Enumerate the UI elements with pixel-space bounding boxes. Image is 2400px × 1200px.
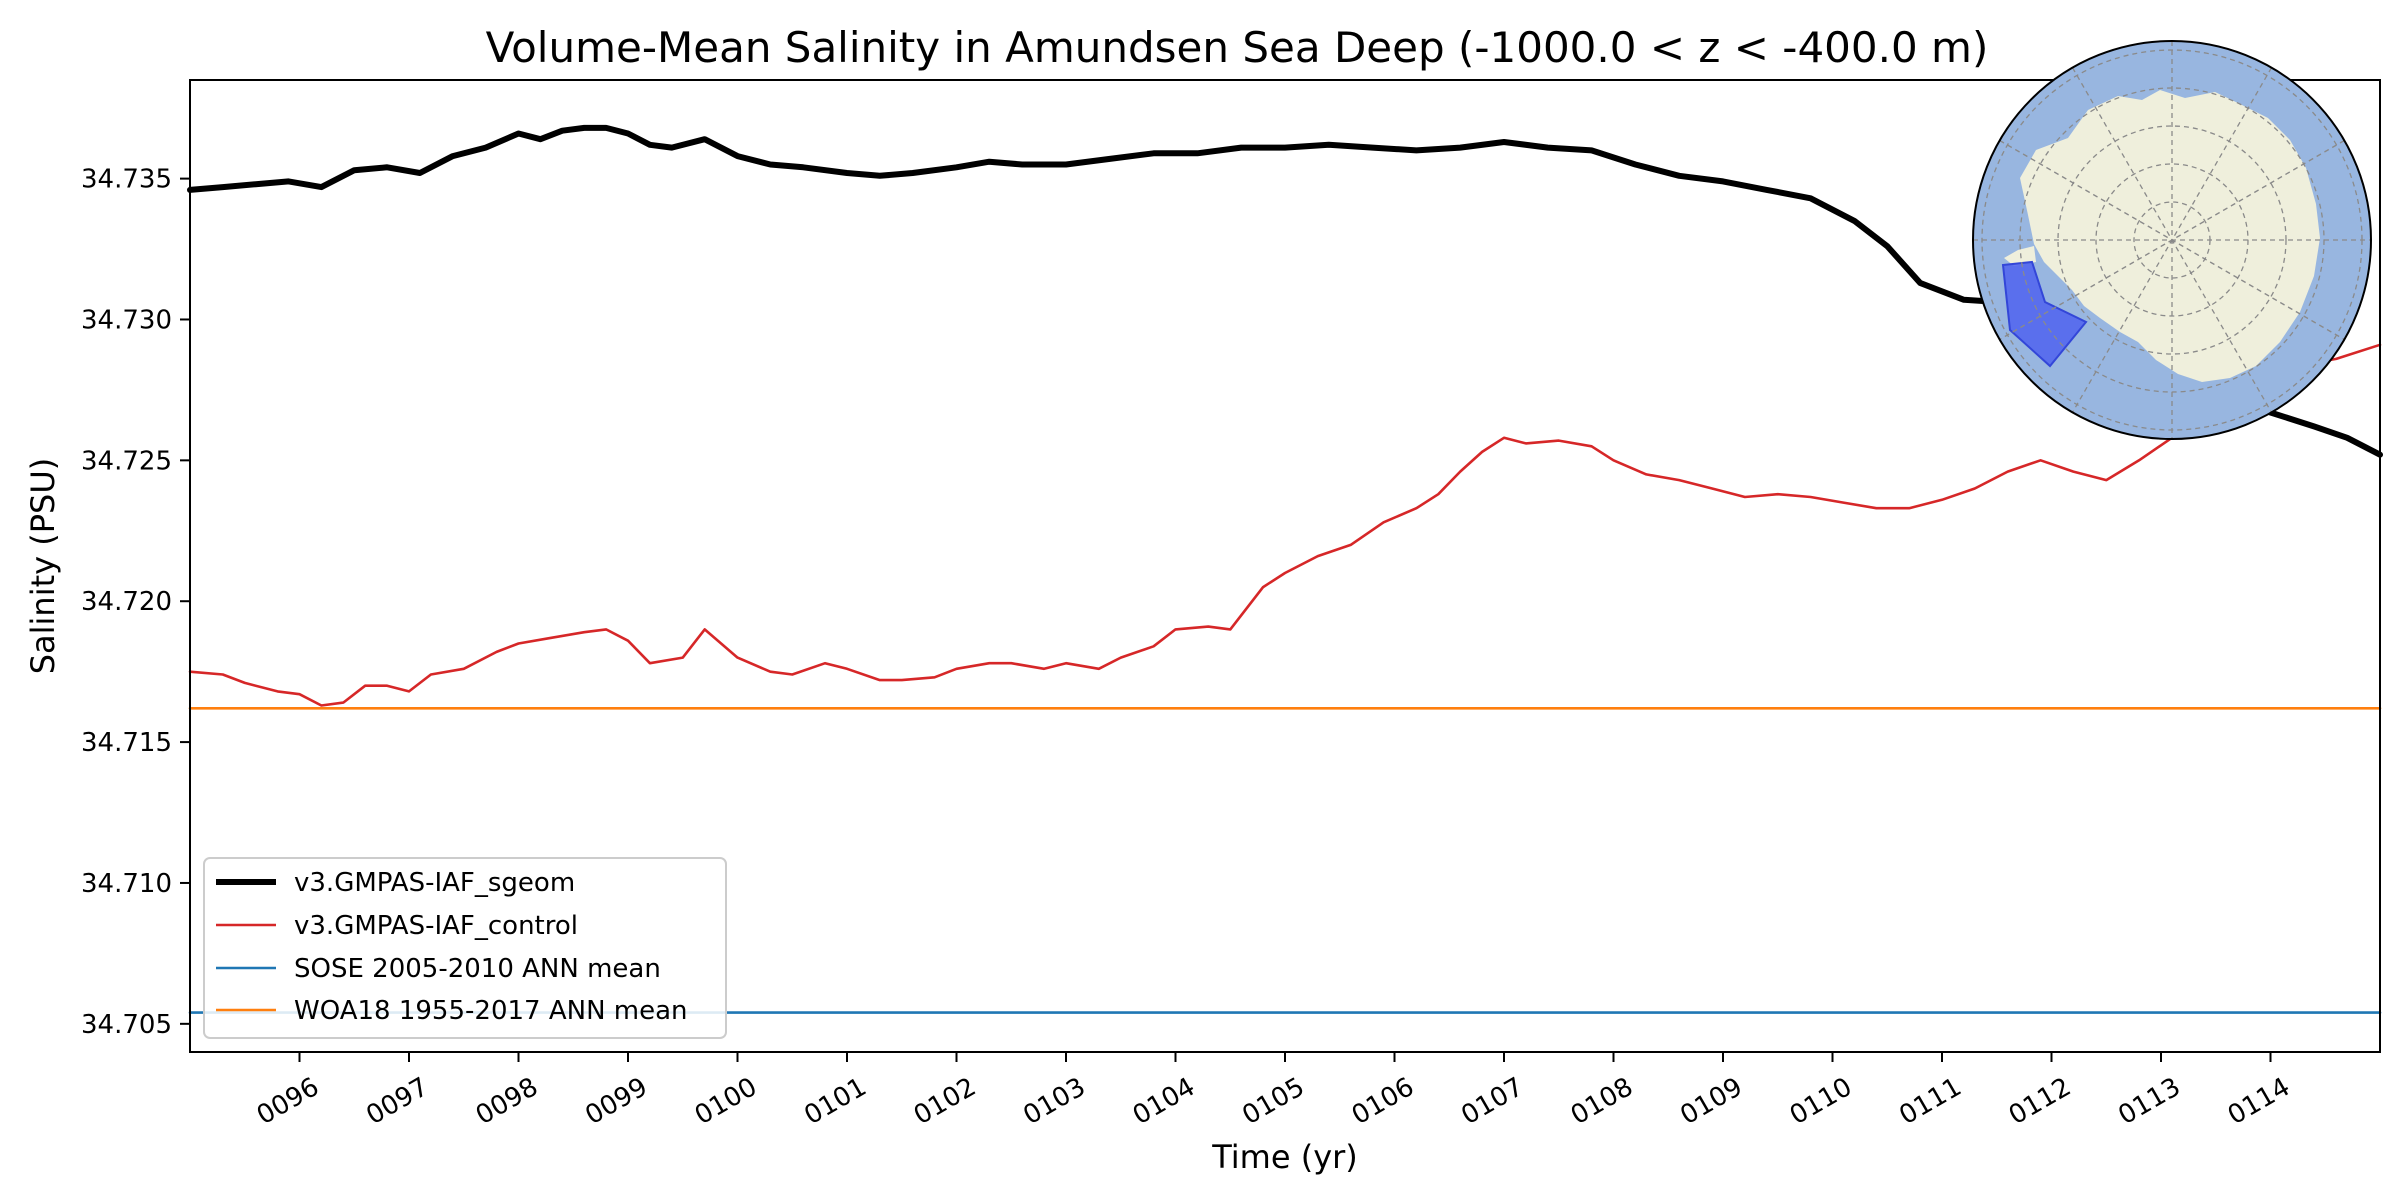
- x-tick-label: 0105: [1237, 1072, 1309, 1131]
- x-tick-label: 0108: [1566, 1072, 1638, 1131]
- x-tick-label: 0101: [799, 1072, 871, 1131]
- longitude-line: [1999, 139, 2345, 341]
- x-axis-label: Time (yr): [1211, 1138, 1358, 1176]
- y-tick-label: 34.710: [81, 869, 172, 899]
- series-line-0: [187, 124, 2383, 458]
- x-tick-label: 0107: [1456, 1072, 1528, 1131]
- x-tick-label: 0097: [361, 1072, 433, 1131]
- x-tick-label: 0103: [1018, 1072, 1090, 1131]
- globe-outline: [1972, 40, 2372, 440]
- x-axis: 0096 0097 0098 0099 0100 0101 0102 0103 0104 0105…: [252, 1052, 2295, 1131]
- y-tick-label: 34.705: [81, 1010, 172, 1040]
- x-tick-label: 0109: [1675, 1072, 1747, 1131]
- y-tick-label: 34.725: [81, 446, 172, 476]
- y-tick-label: 34.730: [81, 305, 172, 335]
- legend: v3.GMPAS-IAF_sgeom v3.GMPAS-IAF_control …: [203, 857, 727, 1039]
- x-tick-label: 0104: [1128, 1072, 1200, 1131]
- x-tick-label: 0100: [690, 1072, 762, 1131]
- x-tick-label: 0099: [580, 1072, 652, 1131]
- y-axis-label: Salinity (PSU): [24, 458, 62, 675]
- x-tick-label: 0112: [2004, 1072, 2076, 1131]
- antarctic-peninsula: [2004, 246, 2036, 266]
- y-tick-label: 34.715: [81, 728, 172, 758]
- legend-label-control: v3.GMPAS-IAF_control: [294, 911, 578, 941]
- x-tick-label: 0102: [909, 1072, 981, 1131]
- legend-label-sose: SOSE 2005-2010 ANN mean: [294, 954, 661, 984]
- x-tick-label: 0096: [252, 1072, 324, 1131]
- latitude-ring: [2057, 125, 2287, 355]
- legend-box: [203, 857, 727, 1039]
- latitude-longitude-grid: [1973, 41, 2371, 439]
- legend-label-woa18: WOA18 1955-2017 ANN mean: [294, 996, 688, 1026]
- series-line-1: [188, 343, 2382, 707]
- antarctica-region-map: [1972, 40, 2372, 440]
- y-axis: 34.705 34.710 34.715 34.720 34.725 34.730 34.7…: [81, 165, 190, 1040]
- x-tick-label: 0110: [1785, 1072, 1857, 1131]
- x-tick-label: 0111: [1894, 1072, 1966, 1131]
- y-tick-label: 34.735: [81, 165, 172, 195]
- y-tick-label: 34.720: [81, 587, 172, 617]
- legend-label-sgeom: v3.GMPAS-IAF_sgeom: [294, 868, 575, 898]
- x-tick-label: 0098: [471, 1072, 543, 1131]
- chart-title: Volume-Mean Salinity in Amundsen Sea Dee…: [486, 23, 1989, 72]
- antarctica-landmass: [2020, 90, 2320, 382]
- x-tick-label: 0106: [1347, 1072, 1419, 1131]
- x-tick-label: 0114: [2223, 1072, 2295, 1131]
- x-tick-label: 0113: [2113, 1072, 2185, 1131]
